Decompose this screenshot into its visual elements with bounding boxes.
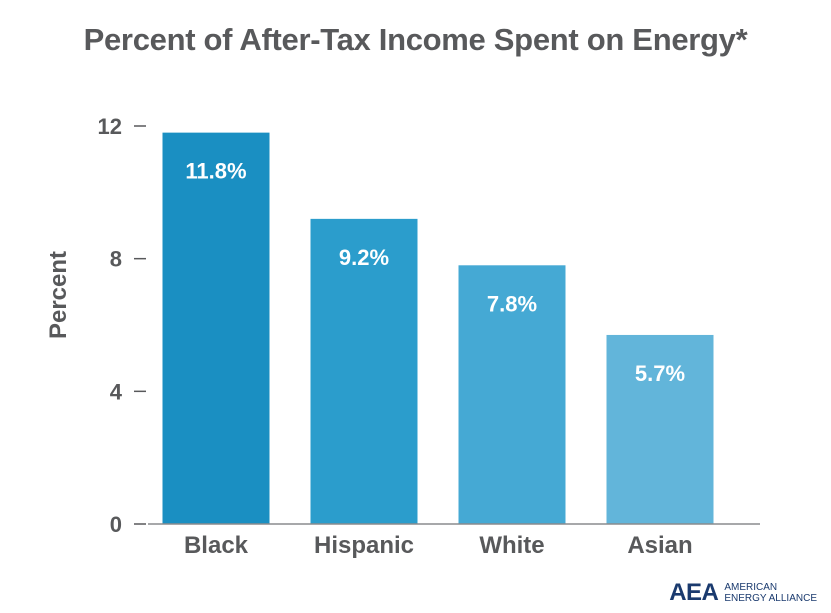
logo-line-2: ENERGY ALLIANCE xyxy=(724,593,817,604)
y-tick-label: 12 xyxy=(98,114,122,139)
chart-title: Percent of After-Tax Income Spent on Ene… xyxy=(83,22,748,57)
bar-white xyxy=(458,265,566,524)
data-label: 5.7% xyxy=(635,361,685,386)
logo-mark: AEA xyxy=(669,579,719,606)
y-tick-label: 0 xyxy=(110,512,122,537)
data-label: 9.2% xyxy=(339,245,389,270)
y-axis: 0 4 8 12 xyxy=(98,114,146,537)
x-tick-label: White xyxy=(479,532,544,559)
data-label: 7.8% xyxy=(487,291,537,316)
bar-hispanic xyxy=(310,218,418,524)
x-tick-label: Asian xyxy=(627,532,692,559)
logo-text: AMERICAN ENERGY ALLIANCE xyxy=(724,582,817,604)
bar-asian xyxy=(606,334,714,524)
y-axis-label: Percent xyxy=(45,251,72,339)
y-tick-label: 4 xyxy=(110,379,123,404)
bars: 11.8% 9.2% 7.8% 5.7% xyxy=(162,132,714,524)
bar-black xyxy=(162,132,270,524)
y-tick-label: 8 xyxy=(110,247,122,272)
data-label: 11.8% xyxy=(185,159,246,184)
aea-logo: AEA AMERICAN ENERGY ALLIANCE xyxy=(669,579,817,607)
x-axis: Black Hispanic White Asian xyxy=(148,523,760,559)
x-tick-label: Black xyxy=(184,532,249,559)
x-tick-label: Hispanic xyxy=(314,532,414,559)
logo-line-1: AMERICAN xyxy=(724,582,778,593)
